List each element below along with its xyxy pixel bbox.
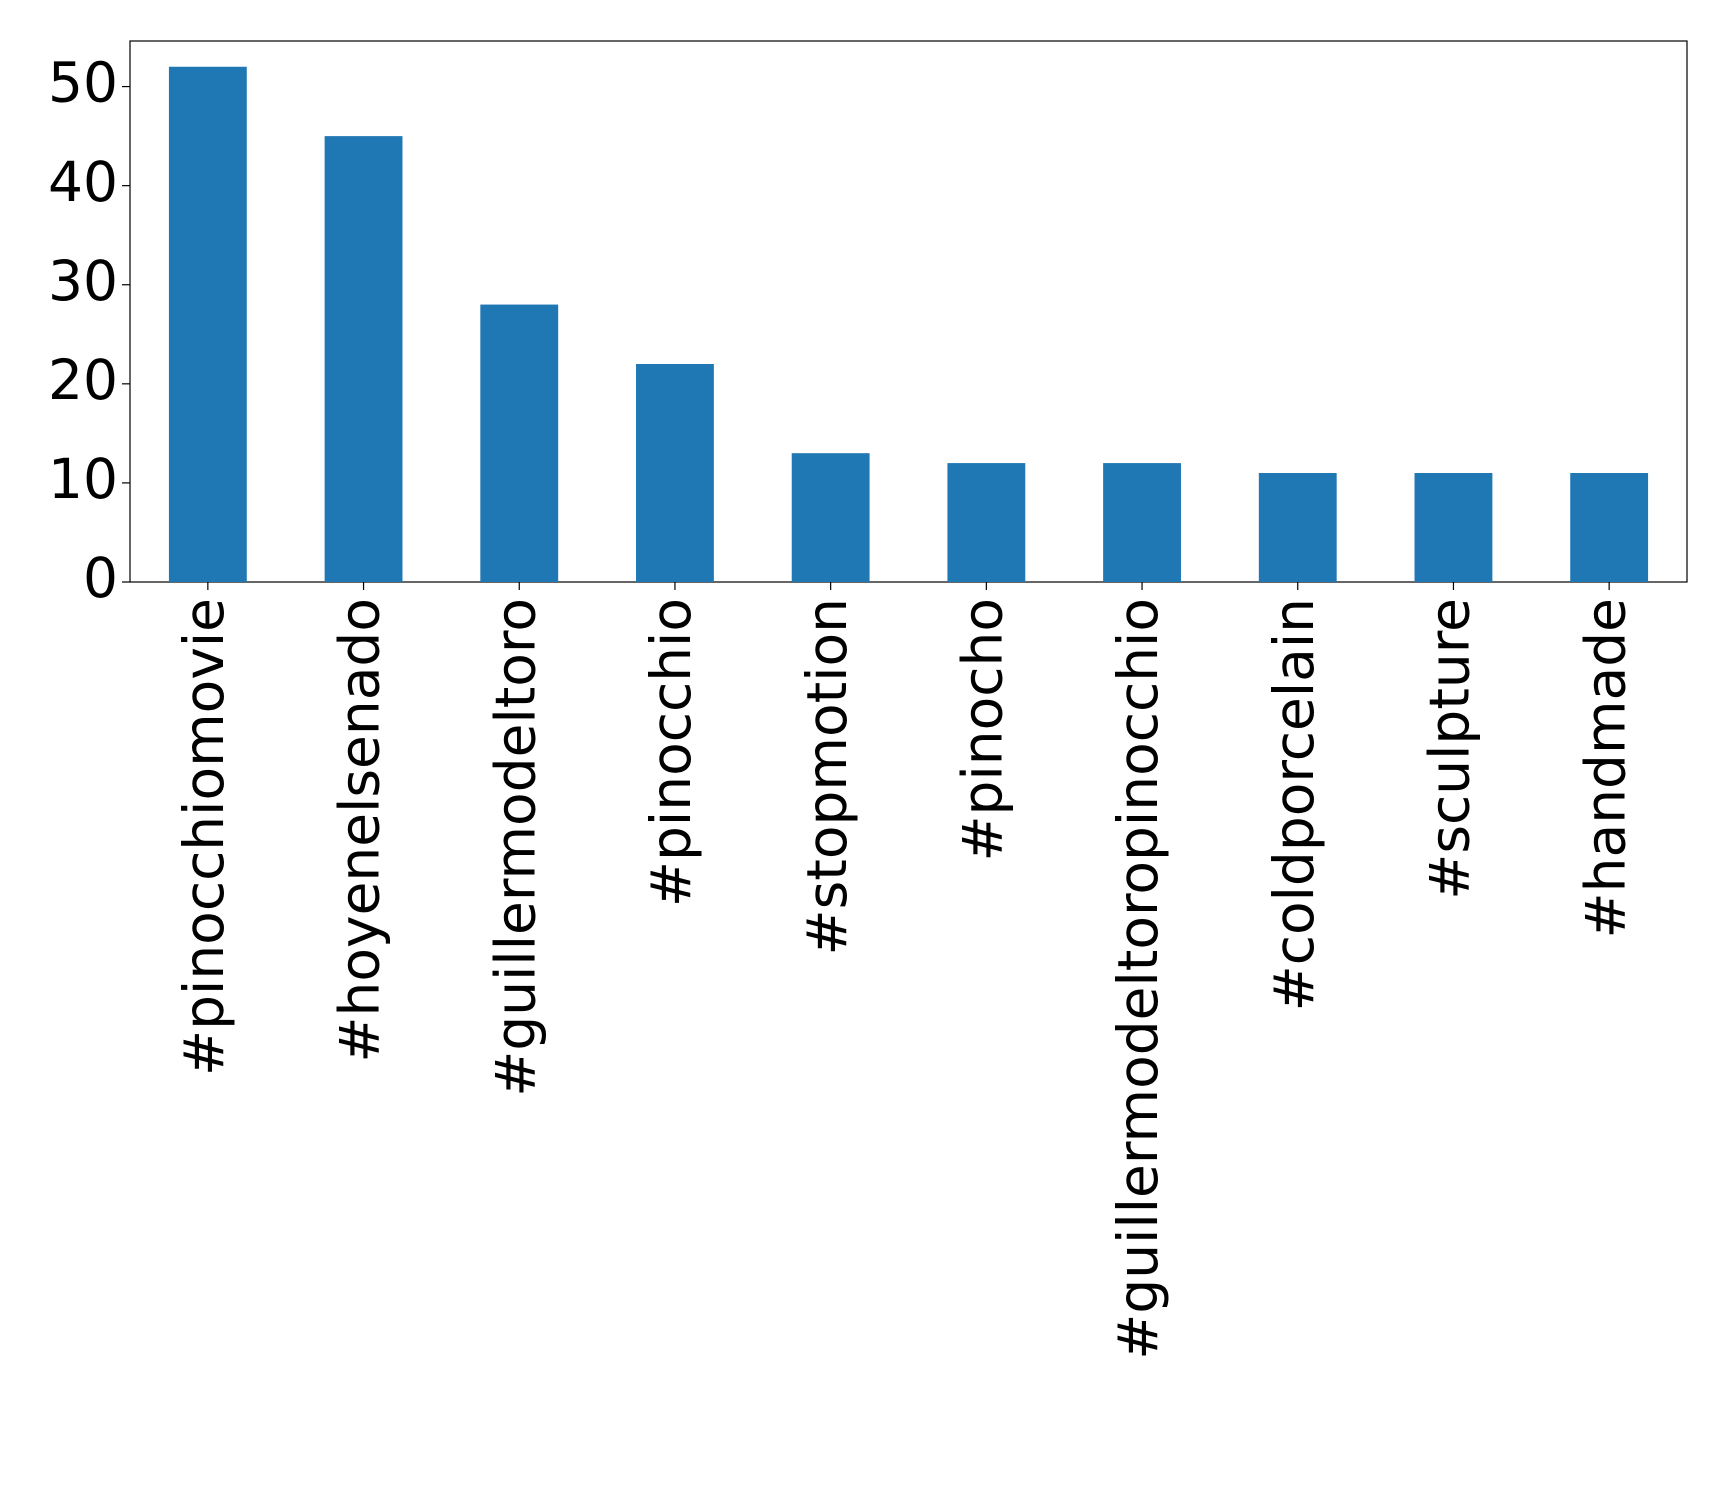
bar xyxy=(1258,473,1337,582)
plot-frame xyxy=(129,40,1688,583)
y-tick-label: 50 xyxy=(48,51,118,115)
bar xyxy=(168,66,247,582)
x-tick-label: #sculpture xyxy=(1418,598,1482,900)
bar xyxy=(1103,463,1181,582)
bar xyxy=(1570,473,1649,582)
y-tick-label: 10 xyxy=(48,447,118,511)
bar xyxy=(791,453,870,582)
bar xyxy=(947,463,1026,582)
x-tick-label: #pinocho xyxy=(950,598,1014,862)
y-tick-label: 40 xyxy=(48,150,118,214)
bar xyxy=(480,304,559,582)
x-tick-label: #guillermodeltoro xyxy=(483,598,547,1097)
x-tick-label: #guillermodeltoropinocchio xyxy=(1106,598,1170,1360)
y-tick-label: 30 xyxy=(48,249,118,313)
y-tick-label: 0 xyxy=(83,546,118,610)
bar xyxy=(1414,473,1493,582)
y-tick-label: 20 xyxy=(48,348,118,412)
x-tick-label: #handmade xyxy=(1573,598,1637,938)
bar xyxy=(324,136,403,582)
x-tick-label: #hoyenelsenado xyxy=(328,598,392,1063)
x-tick-label: #coldporcelain xyxy=(1262,598,1326,1011)
x-tick-label: #pinocchio xyxy=(639,598,703,907)
x-tick-label: #stopmotion xyxy=(795,598,859,955)
bar xyxy=(636,364,714,582)
x-tick-label: #pinocchiomovie xyxy=(172,598,236,1076)
